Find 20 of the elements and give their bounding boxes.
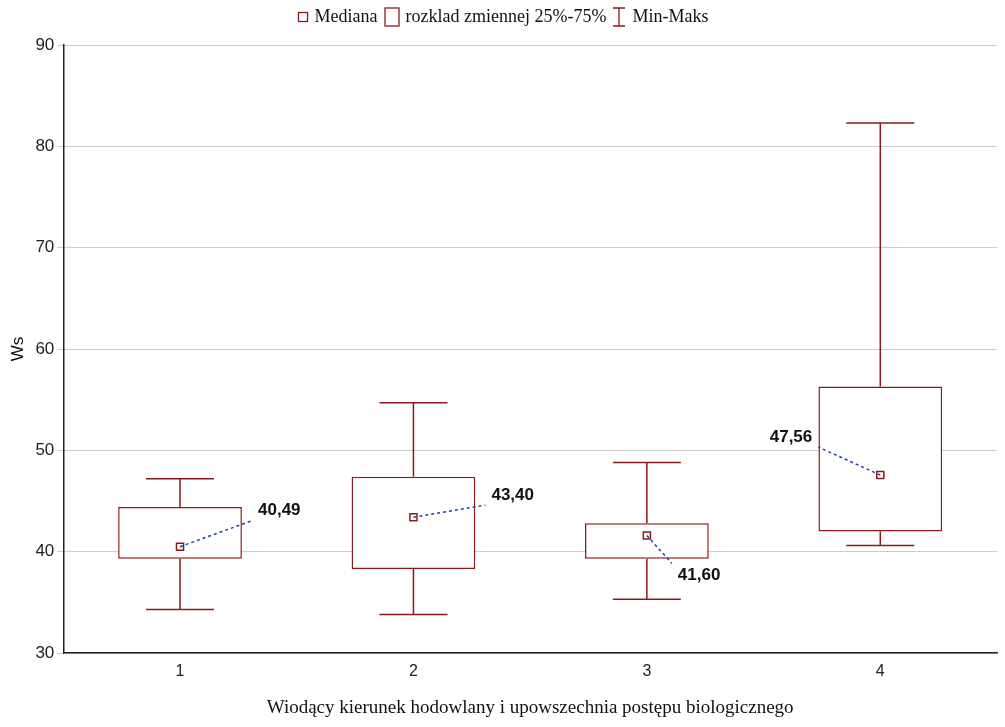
x-tick-label: 2 xyxy=(408,662,418,680)
y-tick-label: 70 xyxy=(35,237,55,257)
text: Min-Maks xyxy=(632,6,709,27)
y-tick-label: 60 xyxy=(35,338,55,358)
y-axis-title: Ws xyxy=(7,336,27,362)
text: Mediana xyxy=(314,6,378,27)
annotation: 41,60 xyxy=(677,565,721,585)
annotation: 40,49 xyxy=(258,500,301,520)
x-axis-title: Wiodący kierunek hodowlany i upowszechnia postępu biologicznego xyxy=(266,695,794,717)
y-tick-label: 90 xyxy=(35,34,55,54)
y-tick-label: 40 xyxy=(35,541,55,561)
annotation: 43,40 xyxy=(491,484,534,504)
annotation: 47,56 xyxy=(769,426,813,446)
y-tick-label: 80 xyxy=(35,136,55,156)
x-tick-label: 4 xyxy=(875,662,885,680)
x-tick-label: 1 xyxy=(175,662,185,680)
y-tick-label: 50 xyxy=(35,440,55,460)
text: rozklad zmiennej 25%-75% xyxy=(405,6,607,27)
y-tick-label: 30 xyxy=(35,642,55,662)
x-tick-label: 3 xyxy=(642,662,652,680)
